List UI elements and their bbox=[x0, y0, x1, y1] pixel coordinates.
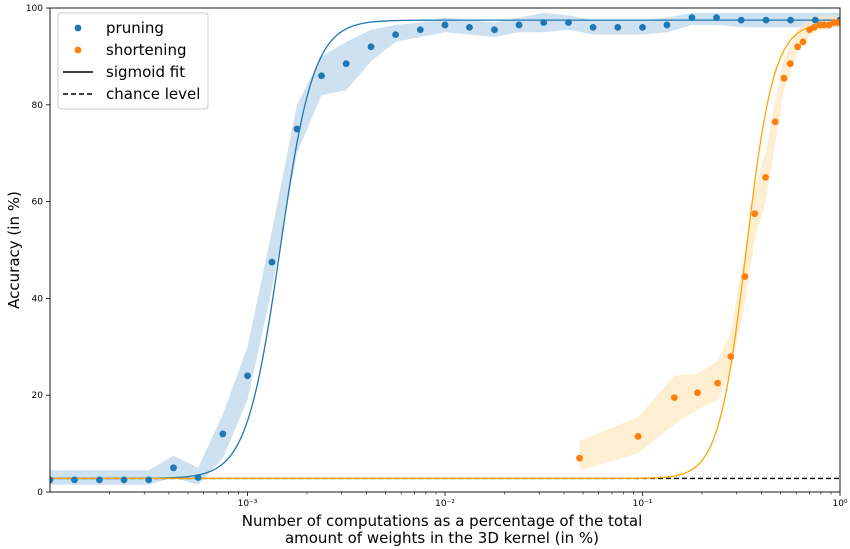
point-pruning bbox=[737, 16, 745, 24]
point-pruning bbox=[342, 60, 350, 68]
point-shortening bbox=[810, 23, 818, 31]
confidence-bands bbox=[50, 12, 840, 485]
legend-marker-shortening bbox=[74, 46, 82, 54]
sigmoid-fit-lines bbox=[50, 19, 840, 480]
y-axis-ticks: 0 20 40 60 80 100 bbox=[26, 4, 50, 498]
point-shortening bbox=[714, 379, 721, 387]
point-pruning bbox=[71, 476, 78, 484]
point-pruning bbox=[392, 31, 399, 39]
point-pruning bbox=[219, 430, 227, 438]
x-axis-ticks: 10⁻³ 10⁻² 10⁻¹ 10⁰ bbox=[109, 492, 848, 509]
point-shortening bbox=[762, 174, 769, 181]
point-shortening bbox=[799, 38, 807, 46]
point-pruning bbox=[367, 43, 375, 51]
point-shortening bbox=[694, 389, 701, 397]
point-shortening bbox=[794, 43, 802, 51]
legend-label-pruning: pruning bbox=[106, 19, 164, 37]
x-tick-label: 10⁰ bbox=[832, 499, 847, 509]
legend-label-shortening: shortening bbox=[106, 41, 186, 59]
band-shortening bbox=[579, 15, 840, 471]
y-axis-label: Accuracy (in %) bbox=[5, 191, 23, 309]
x-tick-label: 10⁻³ bbox=[238, 499, 258, 509]
point-shortening bbox=[820, 21, 828, 29]
point-pruning bbox=[614, 23, 622, 31]
point-shortening bbox=[836, 19, 840, 26]
point-shortening bbox=[751, 210, 759, 218]
point-pruning bbox=[540, 19, 548, 26]
point-shortening bbox=[727, 353, 735, 360]
x-axis-label-line-1: Number of computations as a percentage o… bbox=[242, 512, 643, 530]
legend-box bbox=[57, 12, 209, 110]
point-pruning bbox=[491, 26, 498, 34]
point-shortening bbox=[780, 74, 788, 82]
point-pruning bbox=[244, 372, 251, 380]
point-pruning bbox=[688, 14, 696, 22]
point-shortening bbox=[741, 273, 749, 281]
point-shortening bbox=[670, 394, 678, 402]
point-pruning bbox=[170, 464, 177, 472]
point-pruning bbox=[811, 16, 819, 24]
point-pruning bbox=[96, 476, 103, 484]
point-pruning bbox=[663, 21, 671, 29]
legend: pruning shortening sigmoid fit chance le… bbox=[57, 12, 209, 110]
point-pruning bbox=[318, 72, 325, 80]
x-tick-label: 10⁻¹ bbox=[633, 499, 653, 509]
point-pruning bbox=[120, 476, 128, 484]
point-pruning bbox=[762, 16, 770, 24]
point-shortening bbox=[634, 432, 642, 440]
data-points bbox=[50, 14, 840, 484]
point-pruning bbox=[441, 21, 449, 29]
legend-label-sigmoid-fit: sigmoid fit bbox=[106, 63, 185, 81]
point-pruning bbox=[293, 125, 301, 133]
point-pruning bbox=[639, 23, 646, 31]
point-pruning bbox=[50, 476, 54, 484]
y-tick-label: 20 bbox=[32, 391, 44, 401]
point-pruning bbox=[589, 23, 597, 31]
point-pruning bbox=[145, 476, 153, 484]
y-tick-label: 0 bbox=[37, 488, 43, 498]
legend-marker-pruning bbox=[74, 24, 82, 32]
point-pruning bbox=[268, 258, 276, 266]
point-shortening bbox=[771, 118, 779, 126]
point-pruning bbox=[515, 21, 523, 29]
point-shortening bbox=[576, 454, 583, 462]
y-tick-label: 60 bbox=[32, 198, 44, 208]
point-pruning bbox=[194, 474, 202, 481]
point-pruning bbox=[787, 16, 794, 24]
point-pruning bbox=[565, 19, 572, 26]
point-pruning bbox=[466, 23, 473, 31]
point-pruning bbox=[416, 26, 424, 34]
point-pruning bbox=[713, 14, 720, 22]
legend-label-chance-level: chance level bbox=[106, 85, 200, 103]
sigmoid-fit-pruning bbox=[50, 19, 840, 480]
sigmoid-fit-shortening bbox=[50, 22, 840, 480]
band-pruning bbox=[50, 12, 840, 485]
x-axis-label-line-2: amount of weights in the 3D kernel (in %… bbox=[285, 529, 599, 547]
y-tick-label: 40 bbox=[32, 294, 44, 304]
point-shortening bbox=[786, 60, 794, 68]
x-tick-label: 10⁻² bbox=[435, 499, 455, 509]
y-tick-label: 80 bbox=[32, 101, 44, 111]
y-tick-label: 100 bbox=[26, 4, 43, 14]
